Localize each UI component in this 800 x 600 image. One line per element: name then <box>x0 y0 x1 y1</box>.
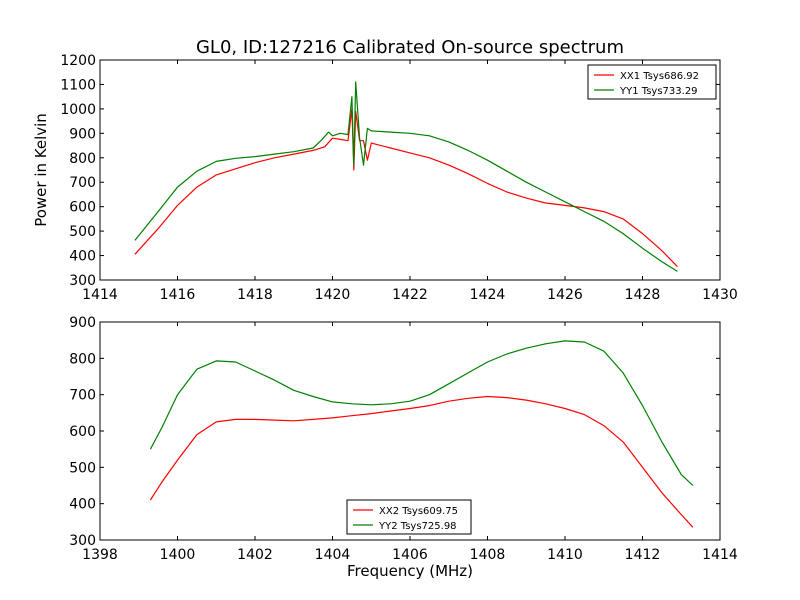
x-tick-label: 1408 <box>470 547 506 563</box>
x-tick-label: 1428 <box>625 287 661 303</box>
x-tick-label: 1400 <box>160 547 196 563</box>
legend: XX2 Tsys609.75 YY2 Tsys725.98 <box>346 499 472 535</box>
chart-title: GL0, ID:127216 Calibrated On-source spec… <box>196 37 624 58</box>
x-tick-label: 1420 <box>315 287 351 303</box>
x-tick-label: 1412 <box>625 547 661 563</box>
y-tick-label: 400 <box>69 497 96 513</box>
y-tick-label: 600 <box>69 200 96 216</box>
series-line-top-1 <box>134 81 678 272</box>
y-tick-label: 300 <box>69 273 96 289</box>
y-tick-label: 900 <box>69 315 96 331</box>
y-tick-label: 1200 <box>60 53 96 69</box>
legend-box <box>346 499 472 535</box>
x-axis-label: Frequency (MHz) <box>347 562 473 580</box>
series-line-bottom-1 <box>149 340 694 486</box>
y-tick-label: 400 <box>69 249 96 265</box>
y-tick-label: 500 <box>69 460 96 476</box>
x-tick-label: 1414 <box>702 547 738 563</box>
y-axis-label: Power in Kelvin <box>32 113 50 227</box>
x-tick-label: 1424 <box>470 287 506 303</box>
y-tick-label: 500 <box>69 224 96 240</box>
top-panel: 1414 1416 1418 1420 1422 1424 1426 1428 1430 300 4… <box>32 53 738 303</box>
y-tick-label: 800 <box>69 351 96 367</box>
y-tick-label: 900 <box>69 126 96 142</box>
x-tick-label: 1402 <box>237 547 273 563</box>
x-tick-label: 1416 <box>160 287 196 303</box>
x-tick-label: 1422 <box>392 287 428 303</box>
legend-label: YY1 Tsys733.29 <box>619 86 698 97</box>
x-tick-label: 1418 <box>237 287 273 303</box>
legend-label: XX2 Tsys609.75 <box>379 506 458 517</box>
series-line-bottom-0 <box>149 395 694 528</box>
y-tick-label: 700 <box>69 388 96 404</box>
x-tick-label: 1426 <box>547 287 583 303</box>
x-tick-label: 1430 <box>702 287 738 303</box>
legend-box <box>587 64 717 100</box>
x-tick-label: 1414 <box>82 287 118 303</box>
y-tick-label: 1000 <box>60 102 96 118</box>
legend: XX1 Tsys686.92 YY1 Tsys733.29 <box>587 64 717 100</box>
y-tick-label: 1100 <box>60 77 96 93</box>
x-tick-label: 1406 <box>392 547 428 563</box>
y-tick-label: 600 <box>69 424 96 440</box>
series-line-top-0 <box>134 108 678 268</box>
y-tick-label: 800 <box>69 151 96 167</box>
x-tick-label: 1410 <box>547 547 583 563</box>
legend-label: XX1 Tsys686.92 <box>620 71 699 82</box>
x-tick-label: 1398 <box>82 547 118 563</box>
bottom-panel: 1398 1400 1402 1404 1406 1408 1410 1412 1414 300 4… <box>69 315 738 580</box>
legend-label: YY2 Tsys725.98 <box>378 521 457 532</box>
y-tick-label: 700 <box>69 175 96 191</box>
y-tick-label: 300 <box>69 533 96 549</box>
x-tick-label: 1404 <box>315 547 351 563</box>
